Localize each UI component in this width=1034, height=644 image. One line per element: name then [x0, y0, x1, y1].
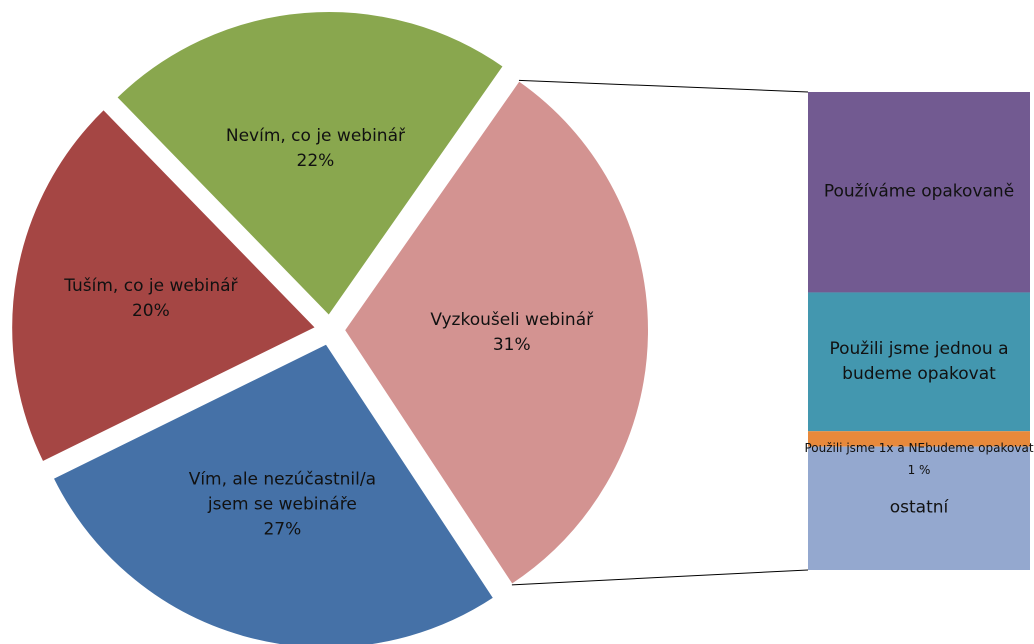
slice-name: Tuším, co je webinář — [64, 276, 238, 297]
slice-label: Nevím, co je webinář 22% — [210, 124, 420, 174]
slice-label: Tuším, co je webinář 20% — [46, 274, 256, 324]
slice-label: Vím, ale nezúčastnil/a jsem se webináře 2… — [177, 468, 387, 543]
segment-name: Používáme opakovaně — [823, 181, 1015, 202]
slice-value: 20% — [131, 301, 170, 322]
slice-value: 27% — [263, 519, 302, 540]
bar-segment — [808, 92, 1030, 293]
segment-name: Použili jsme 1x a NEbudeme opakovat — [804, 440, 1034, 455]
slice-name: Vyzkoušeli webinář — [430, 309, 594, 330]
segment-value: 1 % — [907, 462, 931, 477]
connector — [511, 569, 809, 586]
slice-label: Vyzkoušeli webinář 31% — [407, 308, 617, 358]
segment-label: Použili jsme jednou a budeme opakovat — [819, 337, 1019, 387]
connector — [518, 79, 809, 93]
bar-segment — [808, 431, 1030, 447]
slice-name: Nevím, co je webinář — [225, 125, 405, 146]
pie-slice — [114, 10, 506, 318]
segment-label: Používáme opakovaně — [819, 180, 1019, 205]
pie-slice — [342, 78, 650, 587]
pie-slice — [51, 342, 496, 644]
bar-segment — [808, 292, 1030, 432]
slice-name: Vím, ale nezúčastnil/a jsem se webináře — [188, 469, 376, 515]
slice-value: 31% — [492, 334, 531, 355]
bar-segment — [808, 446, 1030, 570]
segment-name: ostatní — [889, 497, 949, 518]
segment-name: Použili jsme jednou a budeme opakovat — [829, 338, 1009, 384]
segment-label: ostatní — [819, 496, 1019, 521]
pie-slice — [10, 107, 318, 464]
slice-value: 22% — [296, 150, 335, 171]
segment-label: Použili jsme 1x a NEbudeme opakovat 1 % — [804, 437, 1034, 481]
